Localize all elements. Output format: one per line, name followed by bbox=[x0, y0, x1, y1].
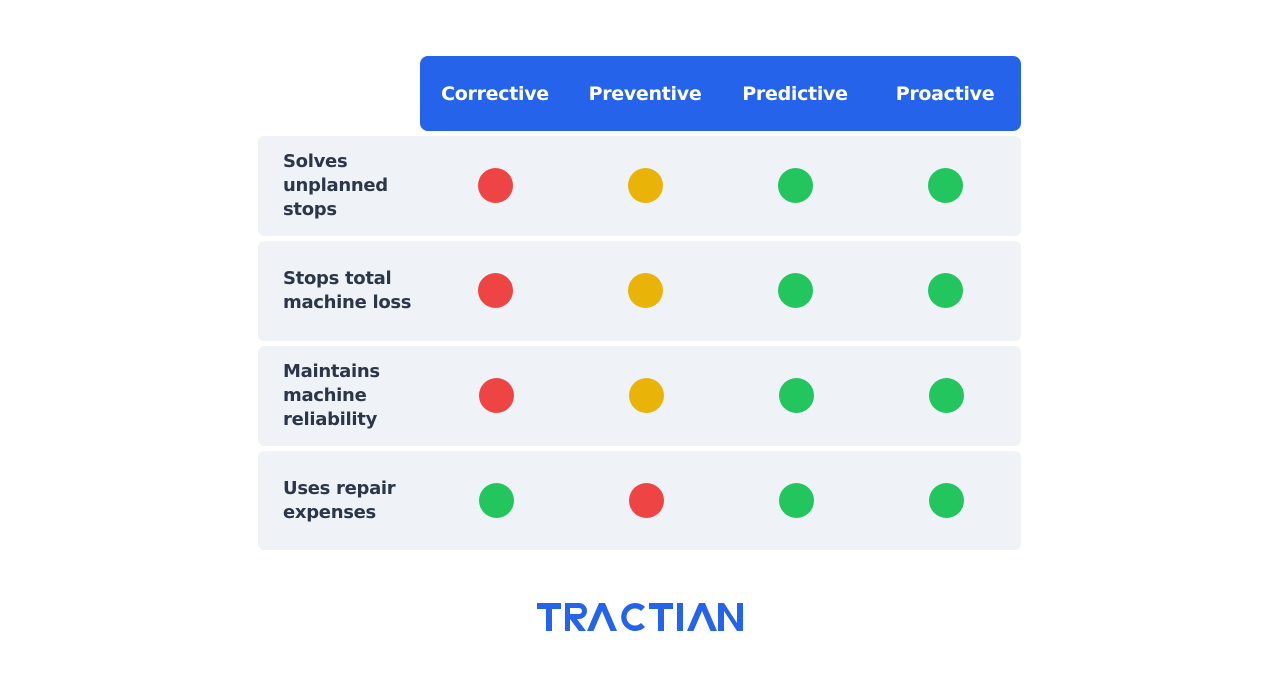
table-header: Corrective Preventive Predictive Proacti… bbox=[420, 56, 1021, 131]
status-dot-green-icon bbox=[479, 483, 514, 518]
status-dot-red-icon bbox=[478, 168, 513, 203]
row-label: Uses repair expenses bbox=[283, 477, 396, 523]
status-dot-yellow-icon bbox=[628, 273, 663, 308]
column-header-corrective: Corrective bbox=[441, 82, 549, 105]
status-dot-red-icon bbox=[629, 483, 664, 518]
column-header-predictive: Predictive bbox=[742, 82, 848, 105]
row-label: Solves unplanned stops bbox=[283, 151, 388, 220]
row-label: Maintains machine reliability bbox=[283, 361, 380, 430]
status-dot-red-icon bbox=[479, 378, 514, 413]
table-row: Uses repair expenses bbox=[258, 451, 1021, 550]
status-dot-yellow-icon bbox=[629, 378, 664, 413]
table-row: Stops total machine loss bbox=[258, 241, 1021, 341]
column-header-proactive: Proactive bbox=[895, 82, 995, 105]
status-dot-green-icon bbox=[929, 378, 964, 413]
status-dot-green-icon bbox=[778, 273, 813, 308]
table-row: Maintains machine reliability bbox=[258, 346, 1021, 446]
table-row: Solves unplanned stops bbox=[258, 136, 1021, 236]
tractian-logo bbox=[536, 600, 746, 634]
status-dot-green-icon bbox=[779, 483, 814, 518]
tractian-logo-icon bbox=[537, 602, 743, 631]
column-header-preventive: Preventive bbox=[588, 82, 702, 105]
row-label: Stops total machine loss bbox=[283, 268, 412, 313]
status-dot-red-icon bbox=[478, 273, 513, 308]
status-dot-green-icon bbox=[928, 273, 963, 308]
status-dot-green-icon bbox=[778, 168, 813, 203]
status-dot-green-icon bbox=[929, 483, 964, 518]
status-dot-green-icon bbox=[779, 378, 814, 413]
status-dot-green-icon bbox=[928, 168, 963, 203]
status-dot-yellow-icon bbox=[628, 168, 663, 203]
